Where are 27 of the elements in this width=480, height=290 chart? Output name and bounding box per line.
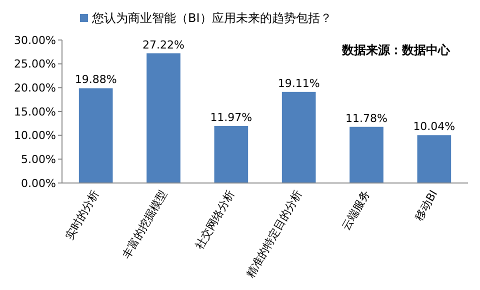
data-label: 11.78% (346, 112, 388, 125)
x-tick-label: 云端服务 (339, 188, 372, 233)
legend-label: 您认为商业智能（BI）应用未来的趋势包括？ (91, 11, 332, 26)
bar (78, 88, 113, 183)
bar (282, 92, 316, 183)
bar (146, 53, 180, 183)
data-label: 27.22% (142, 38, 184, 52)
bar (417, 135, 452, 183)
bar (214, 126, 248, 183)
y-tick-label: 5.00% (21, 153, 56, 166)
x-tick-label: 精准的特定目的分析 (244, 188, 305, 280)
x-tick-label: 移动BI (412, 188, 440, 223)
data-label: 19.88% (74, 73, 117, 86)
data-label: 10.04% (413, 120, 456, 134)
data-label: 11.97% (210, 110, 252, 124)
y-tick-label: 15.00% (14, 105, 56, 118)
y-tick-label: 0.00% (21, 176, 56, 190)
x-tick-label: 实时的分析 (63, 188, 102, 242)
annotation: 数据来源：数据中心 (341, 43, 451, 57)
y-tick-label: 25.00% (14, 58, 56, 71)
x-tick-label: 丰富的挖掘模型 (120, 188, 170, 262)
y-tick-label: 20.00% (14, 82, 56, 95)
x-tick-label: 社交网络分析 (192, 188, 238, 252)
data-label: 19.11% (278, 76, 320, 90)
y-tick-label: 10.00% (14, 129, 56, 142)
bar (350, 126, 384, 183)
y-tick-label: 30.00% (14, 34, 56, 47)
